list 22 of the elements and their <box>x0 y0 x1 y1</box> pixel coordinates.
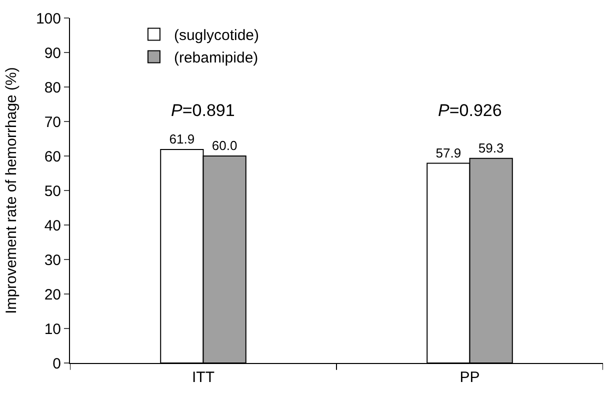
y-tick-label: 60 <box>44 148 61 166</box>
y-tick-label: 90 <box>44 44 61 62</box>
y-tick-label: 100 <box>36 10 61 28</box>
y-tick-label: 40 <box>44 217 61 234</box>
x-tick-label: PP <box>460 369 480 386</box>
legend-label: (suglycotide) <box>174 27 260 44</box>
y-tick-label: 30 <box>44 252 61 269</box>
legend-label: (rebamipide) <box>174 50 258 67</box>
data-label: 59.3 <box>478 140 504 156</box>
y-tick-label: 50 <box>44 182 61 200</box>
data-label: 61.9 <box>169 131 195 146</box>
y-axis-title: Improvement rate of hemorrhage (%) <box>3 67 20 314</box>
x-tick-label: ITT <box>192 369 214 386</box>
y-tick-label: 70 <box>44 114 61 131</box>
data-label: 60.0 <box>212 138 238 153</box>
annotation: P=0.891 <box>171 101 235 120</box>
data-label: 57.9 <box>436 145 462 160</box>
annotation: P=0.926 <box>438 101 502 120</box>
y-tick-label: 0 <box>52 355 61 372</box>
y-tick-label: 20 <box>44 286 61 304</box>
y-tick-label: 80 <box>44 79 61 96</box>
y-tick-label: 10 <box>44 320 61 338</box>
